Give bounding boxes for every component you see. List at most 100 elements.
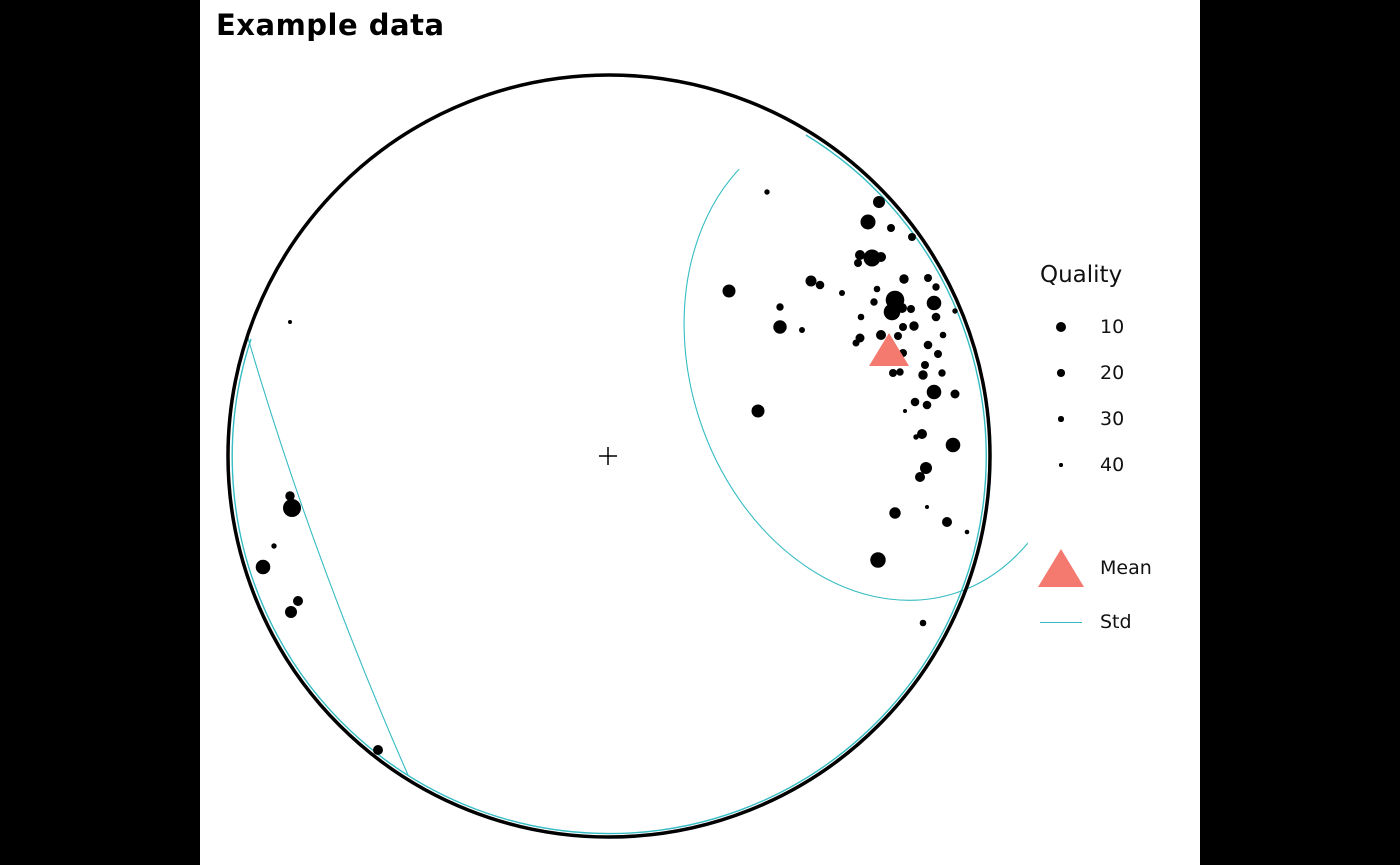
legend-mean-std-block: Mean Std — [1038, 540, 1200, 642]
data-point — [776, 303, 784, 311]
data-point — [909, 321, 919, 331]
legend-size-label: 40 — [1100, 454, 1125, 476]
data-point — [942, 517, 952, 527]
data-point — [873, 196, 885, 208]
std-line-icon — [1040, 621, 1082, 623]
quality-dot-icon — [1040, 463, 1082, 467]
data-point — [907, 305, 915, 313]
data-point — [870, 298, 878, 306]
stereonet-plot — [226, 73, 1077, 839]
data-point — [773, 320, 787, 334]
data-point — [293, 596, 303, 606]
data-point — [921, 361, 929, 369]
data-point — [815, 280, 825, 290]
legend-size-row: 40 — [1040, 442, 1200, 488]
data-point — [255, 559, 271, 575]
data-point — [805, 275, 817, 287]
legend-mean-row: Mean — [1038, 540, 1200, 596]
legend-size-label: 20 — [1100, 362, 1125, 384]
data-point — [271, 543, 277, 549]
quality-dot-icon — [1040, 416, 1082, 422]
legend-size-row: 20 — [1040, 350, 1200, 396]
data-point — [931, 312, 941, 322]
legend-quality-title: Quality — [1040, 262, 1123, 288]
legend-mean-label: Mean — [1100, 557, 1152, 579]
quality-dot — [1057, 369, 1065, 377]
data-point — [922, 400, 932, 410]
data-point — [887, 224, 895, 232]
data-point — [939, 331, 947, 339]
data-point — [373, 745, 383, 755]
data-point — [722, 284, 736, 298]
data-point — [876, 252, 886, 262]
data-point — [899, 274, 909, 284]
data-point — [889, 507, 901, 519]
data-point — [897, 303, 907, 313]
quality-dot — [1055, 321, 1067, 333]
data-point — [913, 434, 919, 440]
data-point — [926, 295, 942, 311]
data-point — [855, 250, 865, 260]
legend-size-entries: 10 20 30 40 — [1040, 304, 1200, 488]
std-chord-west — [247, 337, 409, 776]
data-point — [799, 327, 805, 333]
data-points — [255, 189, 970, 755]
data-point — [899, 323, 907, 331]
data-point — [896, 368, 904, 376]
center-cross — [599, 447, 617, 465]
figure-title: Example data — [216, 8, 445, 42]
data-point — [917, 429, 927, 439]
data-point — [854, 259, 862, 267]
mean-triangle-icon — [1038, 549, 1084, 587]
mean-triangle-marker — [869, 333, 909, 366]
data-point — [860, 214, 876, 230]
quality-dot-icon — [1040, 321, 1082, 333]
data-point — [288, 320, 292, 324]
data-point — [903, 409, 907, 413]
quality-dot-icon — [1040, 369, 1082, 377]
data-point — [918, 370, 928, 380]
legend-size-label: 30 — [1100, 408, 1125, 430]
data-point — [964, 529, 970, 535]
data-point — [876, 330, 886, 340]
data-point — [894, 332, 902, 340]
std-deviation-curves — [231, 119, 1077, 835]
data-point — [857, 313, 865, 321]
data-point — [870, 552, 886, 568]
data-point — [945, 437, 961, 453]
data-point — [920, 462, 932, 474]
data-point — [934, 350, 942, 358]
data-point — [863, 249, 881, 267]
quality-dot — [1058, 416, 1064, 422]
data-point — [285, 606, 297, 618]
legend-std-row: Std — [1040, 602, 1200, 642]
plot-panel: Example data Quality 10 20 30 40 Mean — [200, 0, 1200, 865]
data-point — [285, 491, 295, 501]
data-point — [908, 233, 916, 241]
data-point — [764, 189, 770, 195]
data-point — [889, 369, 897, 377]
data-point — [938, 369, 946, 377]
data-point — [924, 274, 932, 282]
data-point — [283, 499, 301, 517]
data-point — [923, 340, 933, 350]
data-point — [839, 290, 845, 296]
quality-dot — [1059, 463, 1063, 467]
legend-size-row: 30 — [1040, 396, 1200, 442]
data-point — [950, 389, 960, 399]
data-point — [952, 308, 958, 314]
data-point — [919, 619, 927, 627]
data-point — [883, 303, 901, 321]
data-point — [873, 285, 881, 293]
data-point — [932, 283, 940, 291]
legend-size-label: 10 — [1100, 316, 1125, 338]
data-point — [926, 384, 942, 400]
data-point — [925, 505, 929, 509]
legend-std-label: Std — [1100, 611, 1132, 633]
data-point — [751, 404, 765, 418]
stereonet-border-circle — [226, 73, 992, 839]
std-border-arc — [231, 134, 987, 835]
legend: Quality 10 20 30 40 Mean Std — [1038, 262, 1200, 642]
data-point — [910, 397, 920, 407]
